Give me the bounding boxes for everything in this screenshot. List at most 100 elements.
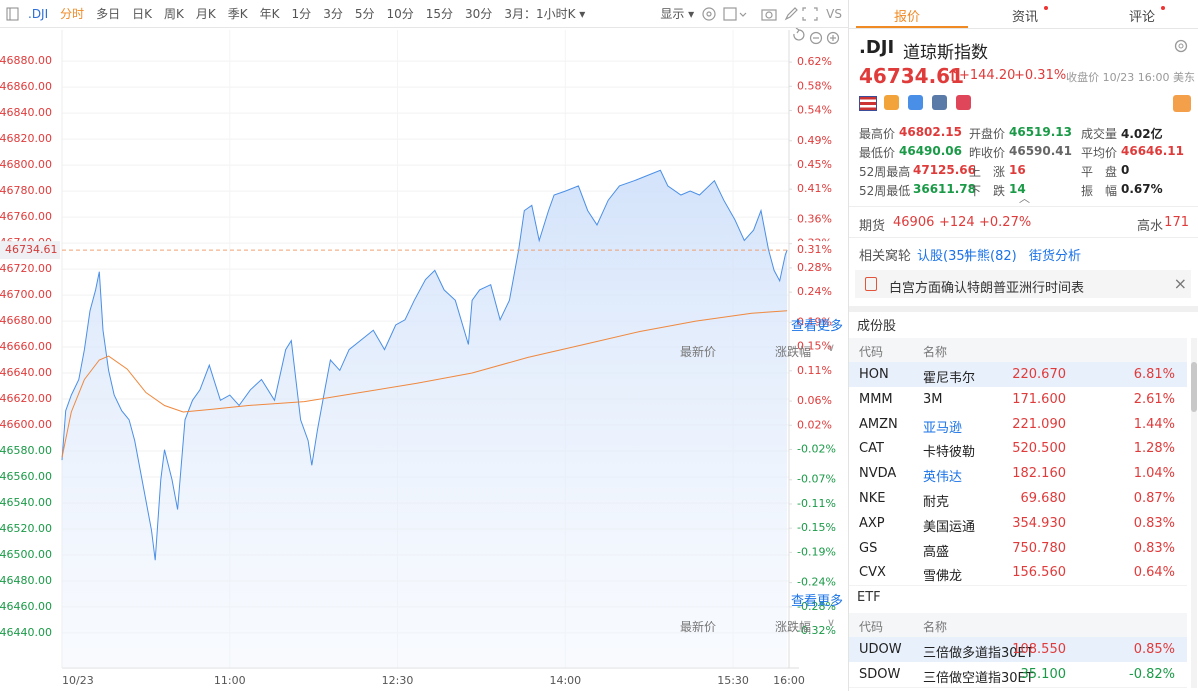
change-pct: 1.28% <box>1133 441 1175 457</box>
change-pct: 2.61% <box>1133 391 1175 407</box>
code: MMM <box>859 391 893 407</box>
news-text[interactable]: 白宫方面确认特朗普亚洲行时间表 <box>889 281 1085 296</box>
code: HON <box>859 367 889 382</box>
sidebar-icon[interactable] <box>4 6 22 22</box>
period-tab[interactable]: 日K <box>132 7 153 21</box>
stat-label: 下 跌 <box>969 184 1006 198</box>
y-tick-label: 46600.00 <box>0 418 52 431</box>
panel-tab[interactable]: 报价 <box>894 10 921 25</box>
warrant-link[interactable]: 街货分析 <box>1029 249 1082 264</box>
collapse-caret[interactable]: ︿ <box>1019 192 1030 205</box>
table-row[interactable]: HON 霍尼韦尔 220.670 6.81% <box>849 362 1187 388</box>
name: 高盛 <box>923 544 950 560</box>
alert-icon[interactable] <box>1173 95 1191 112</box>
tag-icon[interactable] <box>956 95 971 110</box>
y-tick-label: 46800.00 <box>0 158 52 171</box>
table-row[interactable]: AXP 美国运通 354.930 0.83% <box>849 510 1187 537</box>
price-label-box <box>0 241 60 260</box>
table-row[interactable]: NVDA 英伟达 182.160 1.04% <box>849 461 1187 488</box>
x-tick-label: 11:00 <box>214 674 246 687</box>
panel-tab[interactable]: 评论 <box>1129 10 1156 25</box>
y2-tick-label: 0.02% <box>797 418 832 431</box>
price: 520.500 <box>1012 441 1066 457</box>
warrant-link[interactable]: 牛熊(82) <box>964 249 1017 264</box>
scroll-thumb[interactable] <box>1191 362 1197 412</box>
price-line <box>61 169 788 561</box>
period-tab[interactable]: 分时 <box>60 7 85 21</box>
settings-icon[interactable] <box>1173 38 1189 54</box>
x-tick-label: 12:30 <box>382 674 414 687</box>
symbol[interactable]: .DJI <box>28 6 49 21</box>
name: 三倍做多道指30ET <box>923 646 1034 661</box>
pct-label-box <box>792 241 842 260</box>
period-tab[interactable]: 1分 <box>291 7 312 21</box>
period-tab[interactable]: 5分 <box>354 7 375 21</box>
y2-tick-label: 0.36% <box>797 212 832 225</box>
y2-tick-label: -0.11% <box>797 497 836 510</box>
price: 220.670 <box>1012 367 1066 382</box>
name: 耐克 <box>923 495 950 510</box>
column-header: 涨跌幅 <box>774 620 811 634</box>
table-row[interactable]: NKE 耐克 69.680 0.87% <box>849 486 1187 512</box>
more-link[interactable]: 查看更多 <box>790 594 843 609</box>
table-row[interactable]: SDOW 三倍做空道指30ET 35.100 -0.82% <box>849 661 1187 688</box>
table-header <box>849 613 1187 637</box>
code: NKE <box>859 491 886 506</box>
chart-tools[interactable] <box>793 27 840 45</box>
tab-bar <box>849 0 1198 29</box>
flag-icon <box>859 96 877 111</box>
quote-price: 46734.61 <box>859 64 965 88</box>
close-news[interactable]: × <box>1173 274 1187 293</box>
scrollbar[interactable] <box>1191 338 1197 688</box>
y2-tick-label: 0.62% <box>797 55 832 68</box>
period-tab[interactable]: 年K <box>259 7 280 21</box>
name: 三倍做空道指30ET <box>923 670 1034 686</box>
unread-dot <box>1044 6 1048 10</box>
y-tick-label: 46460.00 <box>0 600 52 613</box>
period-tab[interactable]: 15分 <box>425 7 454 21</box>
warrant-link[interactable]: 认股(35) <box>917 249 970 264</box>
y2-tick-label: 0.24% <box>797 285 832 298</box>
display-select[interactable]: 显示 ▾ <box>660 7 695 21</box>
name: 美国运通 <box>923 519 976 535</box>
table-row[interactable]: CVX 雪佛龙 156.560 0.64% <box>849 560 1187 587</box>
y-tick-label: 46540.00 <box>0 496 52 509</box>
period-tab[interactable]: 3分 <box>323 7 343 21</box>
range-select[interactable]: 3月：1小时K ▾ <box>504 7 586 21</box>
y2-tick-label: 0.41% <box>797 182 832 195</box>
code: CAT <box>859 441 884 457</box>
period-tab[interactable]: 多日 <box>96 7 121 21</box>
tag-icon[interactable] <box>908 95 923 110</box>
toolbar-icons[interactable] <box>700 5 820 23</box>
period-tab[interactable]: 10分 <box>386 7 414 21</box>
premium: 171 <box>1164 215 1189 230</box>
compare[interactable]: VS <box>826 6 842 21</box>
quote-change: +144.20 <box>959 68 1016 83</box>
code: UDOW <box>859 642 902 657</box>
table-row[interactable]: AMZN 亚马逊 221.090 1.44% <box>849 411 1187 438</box>
tag-icon[interactable] <box>884 95 899 110</box>
tag-icon[interactable] <box>932 95 947 110</box>
stat-value: 36611.78 <box>913 182 977 196</box>
table-row[interactable]: CAT 卡特彼勒 520.500 1.28% <box>849 436 1187 463</box>
stat-value: 46490.06 <box>899 144 963 158</box>
stat-label: 最低价 <box>859 146 896 160</box>
period-tab[interactable]: 季K <box>227 7 248 21</box>
intraday-chart: 46880.00 46860.00 46840.00 46820.00 46800.00… <box>0 27 842 687</box>
price: 171.600 <box>1012 391 1066 407</box>
premium-label: 高水 <box>1137 219 1164 234</box>
table-row[interactable]: UDOW 三倍做多道指30ET 108.550 0.85% <box>849 637 1187 663</box>
table-row[interactable]: GS 高盛 750.780 0.83% <box>849 535 1187 562</box>
futures-price: 46906 <box>893 215 935 230</box>
period-tab[interactable]: 30分 <box>465 7 493 21</box>
price: 750.780 <box>1012 540 1066 556</box>
period-tab[interactable]: 周K <box>164 7 184 21</box>
price-area <box>62 170 788 669</box>
news-bar[interactable] <box>855 270 1191 298</box>
more-link[interactable]: 查看更多 <box>790 319 843 334</box>
table-row[interactable]: MMM 3M 171.600 2.61% <box>849 386 1187 413</box>
period-tab[interactable]: 月K <box>195 7 216 21</box>
panel-tab[interactable]: 资讯 <box>1012 10 1039 25</box>
y-tick-label: 46680.00 <box>0 314 52 327</box>
